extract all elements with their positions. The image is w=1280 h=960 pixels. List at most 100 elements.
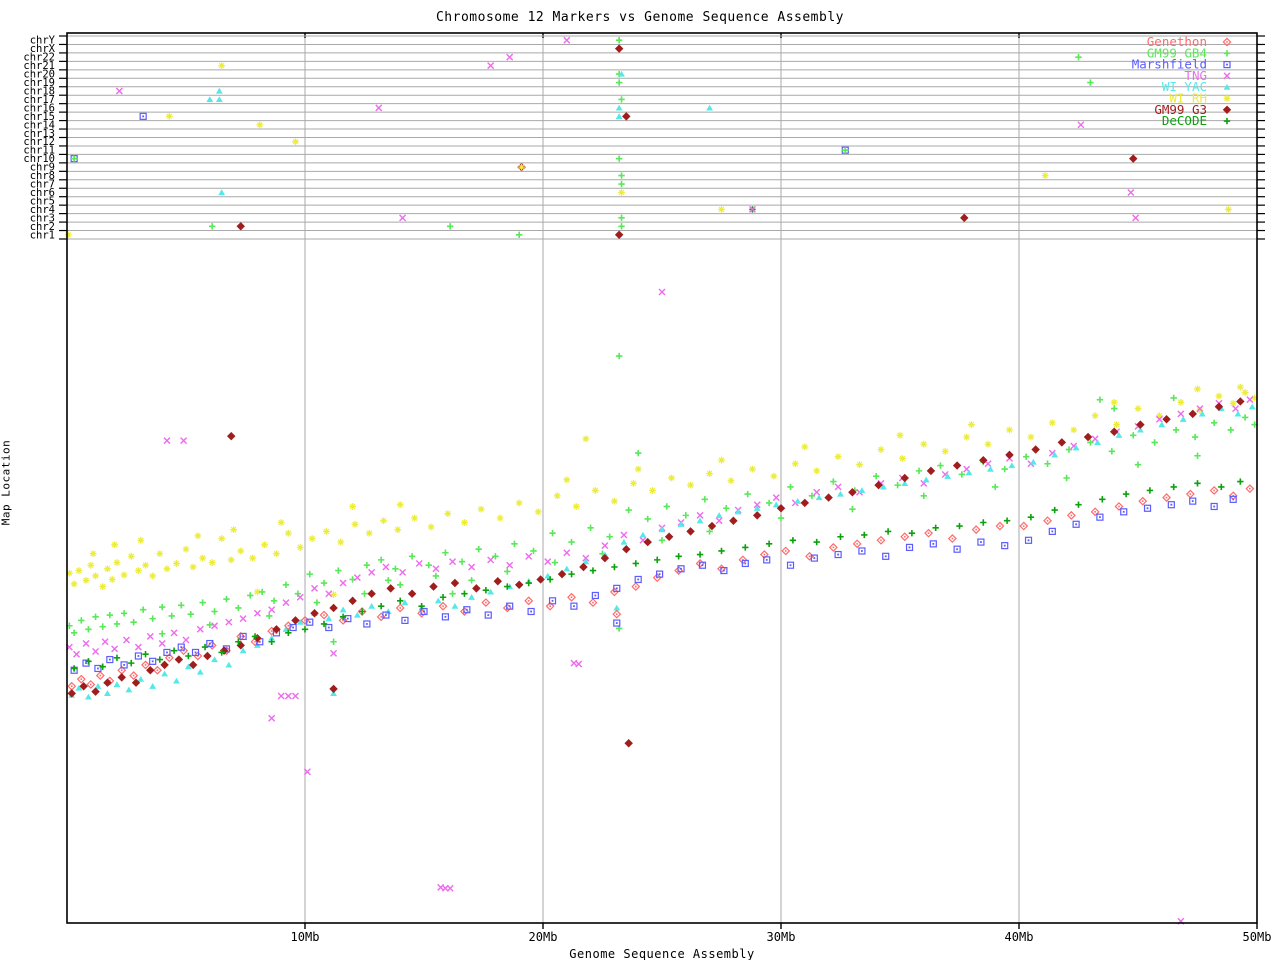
- point-gm99_gb4: [701, 496, 709, 503]
- hit-chr15-marshfield: [139, 112, 147, 120]
- point-wi_rh: [591, 487, 599, 494]
- point-wi_yac: [1234, 410, 1242, 417]
- point-wi_rh: [120, 571, 128, 579]
- point-genethon: [738, 555, 748, 565]
- point-wi_rh: [92, 572, 99, 580]
- point-marshfield: [194, 651, 197, 654]
- point-gm99_g3: [926, 466, 936, 476]
- point-gm99_gb4: [1210, 419, 1218, 427]
- point-marshfield: [929, 540, 937, 548]
- chromosome-row-label-chr5: chr5: [30, 195, 55, 207]
- point-tng: [1177, 410, 1185, 418]
- point-gm99_g3: [146, 666, 155, 675]
- point-wi_rh: [630, 479, 637, 487]
- point-tng: [253, 609, 261, 617]
- point-genethon: [900, 532, 910, 542]
- point-tng: [225, 618, 233, 626]
- point-marshfield: [953, 545, 961, 553]
- point-tng: [291, 692, 299, 700]
- point-wi_rh: [1048, 419, 1056, 427]
- legend-star-icon: [1223, 95, 1231, 102]
- point-marshfield: [570, 602, 578, 610]
- point-wi_rh: [856, 461, 863, 469]
- point-wi_yac: [1072, 444, 1080, 451]
- point-gm99_g3: [79, 682, 88, 691]
- point-decode: [461, 590, 468, 597]
- point-tng: [111, 645, 119, 653]
- point-marshfield: [680, 567, 682, 570]
- point-decode: [980, 519, 987, 526]
- point-wi_rh: [968, 421, 975, 428]
- point-decode: [1237, 478, 1244, 485]
- point-decode: [358, 608, 366, 615]
- point-wi_yac: [225, 661, 233, 668]
- point-gm99_gb4: [663, 503, 670, 510]
- point-gm99_g3: [131, 678, 141, 687]
- point-genethon: [635, 585, 637, 588]
- point-marshfield: [365, 623, 368, 625]
- point-marshfield: [615, 587, 618, 590]
- point-wi_rh: [351, 520, 359, 528]
- point-tng: [446, 884, 454, 892]
- point-gm99_gb4: [1172, 426, 1180, 434]
- point-wi_rh: [877, 446, 885, 453]
- point-tng: [101, 638, 109, 646]
- point-wi_rh: [108, 576, 116, 583]
- point-wi_yac: [658, 526, 666, 533]
- point-decode: [251, 633, 259, 640]
- point-decode: [128, 659, 135, 667]
- point-wi_rh: [813, 467, 821, 475]
- point-wi_rh: [89, 550, 97, 558]
- point-decode: [439, 594, 447, 601]
- point-genethon: [442, 605, 444, 607]
- point-wi_rh: [984, 440, 992, 448]
- point-decode: [320, 620, 328, 628]
- point-decode: [546, 576, 554, 583]
- point-decode: [339, 613, 347, 621]
- point-genethon: [254, 640, 256, 643]
- point-wi_rh: [1110, 398, 1118, 406]
- point-gm99_g3: [117, 673, 126, 682]
- point-wi_rh: [706, 470, 713, 477]
- point-gm99_gb4: [606, 533, 613, 540]
- point-genethon: [1249, 487, 1251, 490]
- point-gm99_gb4: [178, 602, 185, 609]
- point-gm99_gb4: [808, 492, 816, 499]
- point-marshfield: [980, 541, 982, 543]
- point-wi_rh: [896, 431, 904, 439]
- point-wi_yac: [487, 588, 495, 595]
- point-marshfield: [327, 626, 330, 629]
- point-wi_yac: [368, 602, 376, 609]
- point-tng: [658, 288, 666, 296]
- point-genethon: [808, 555, 811, 558]
- point-wi_yac: [104, 690, 111, 696]
- point-genethon: [615, 613, 618, 615]
- point-wi_rh: [135, 567, 142, 574]
- point-marshfield: [613, 619, 621, 627]
- point-wi_rh: [337, 538, 345, 546]
- point-gm99_g3: [367, 589, 376, 598]
- point-wi_rh: [941, 447, 949, 455]
- point-wi_yac: [451, 602, 459, 609]
- point-wi_yac: [1115, 432, 1123, 438]
- chromosome-row-label-chr13: chr13: [23, 128, 55, 140]
- point-decode: [504, 583, 511, 590]
- point-marshfield: [465, 608, 468, 611]
- point-decode: [632, 560, 640, 567]
- point-wi_rh: [1229, 399, 1237, 407]
- point-decode: [765, 540, 773, 548]
- point-gm99_g3: [514, 580, 524, 590]
- point-marshfield: [837, 553, 840, 556]
- point-wi_yac: [75, 684, 83, 691]
- point-wi_rh: [791, 460, 799, 468]
- hit-chr7-gm99_gb4: [618, 180, 625, 188]
- point-tng: [368, 568, 376, 576]
- point-wi_rh: [1091, 412, 1099, 420]
- point-genethon: [652, 573, 662, 583]
- chromosome-row-label-chr15: chr15: [23, 111, 55, 123]
- point-wi_yac: [772, 501, 780, 508]
- point-wi_rh: [75, 567, 83, 574]
- point-genethon: [1043, 516, 1053, 526]
- point-wi_yac: [401, 599, 409, 606]
- point-wi_yac: [339, 606, 347, 613]
